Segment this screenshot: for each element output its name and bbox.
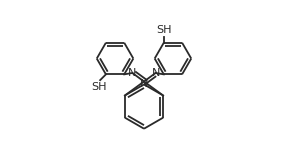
Text: N: N: [151, 68, 160, 78]
Text: N: N: [128, 68, 137, 78]
Text: N: N: [140, 79, 148, 89]
Text: SH: SH: [156, 25, 172, 35]
Text: SH: SH: [91, 82, 107, 92]
